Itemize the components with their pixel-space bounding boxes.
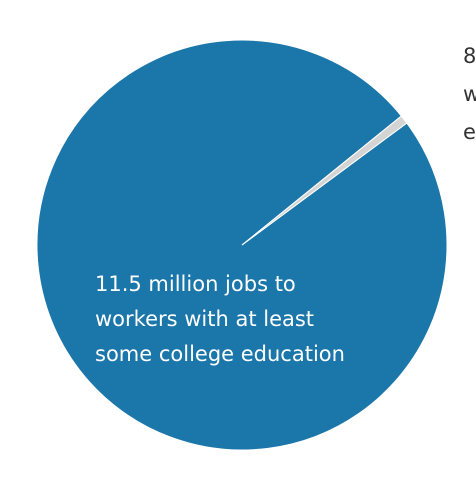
slice-label: 11.5 million jobs to xyxy=(95,272,296,296)
slice-label: some college education xyxy=(95,342,345,366)
slice-label: workers with at least xyxy=(95,307,314,331)
slice-label: e xyxy=(463,120,476,144)
slice-label: 8 xyxy=(463,44,476,68)
pie-slice xyxy=(241,115,408,246)
slice-label: w xyxy=(463,82,476,106)
